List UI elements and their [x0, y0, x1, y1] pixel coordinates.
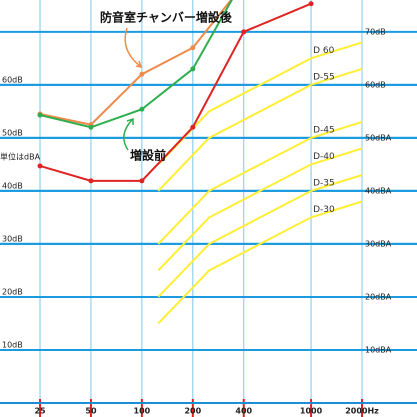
- y2-tick-label: 40dBA: [365, 186, 392, 195]
- data-point: [241, 29, 247, 35]
- data-point: [88, 124, 94, 130]
- d-curve-label: D-40: [313, 152, 335, 162]
- d-curve: [157, 121, 363, 245]
- x-tick-label: 100: [134, 407, 151, 416]
- x-tick-label: 400: [235, 407, 252, 416]
- y-tick-label: 10dB: [2, 340, 23, 349]
- y-tick-label: 30dB: [2, 234, 23, 243]
- data-point: [139, 178, 145, 184]
- labels: 25 50 100 200 400 1000 2000Hz 10dB 20dB 30dB 40dB 5…: [2, 27, 392, 415]
- annotation: 増設前: [130, 148, 166, 163]
- d-curve-label: D-30: [313, 205, 335, 215]
- data-point: [308, 1, 314, 7]
- data-point: [88, 178, 94, 184]
- y-tick-label: 60dB: [2, 75, 23, 84]
- arrow-head: [135, 60, 143, 68]
- x-tick-label: 25: [34, 407, 46, 416]
- y2-tick-label: 50dBA: [365, 133, 392, 142]
- arrow: [124, 27, 141, 67]
- arrow-head: [126, 117, 134, 125]
- y-tick-label: 50dB: [2, 128, 23, 137]
- data-point: [190, 66, 196, 72]
- data-point: [139, 71, 145, 77]
- d-curve: [157, 200, 363, 325]
- unit-label: 単位はdBA: [0, 152, 41, 162]
- d-curve-label: D-45: [313, 125, 335, 135]
- data-point: [37, 163, 43, 169]
- y-tick-label: 20dB: [2, 287, 23, 296]
- d-curve: [157, 67, 363, 192]
- x-tick-label: 50: [85, 407, 97, 416]
- arrow: [123, 119, 133, 151]
- d-curve-label: D-35: [313, 178, 335, 188]
- data-point: [139, 106, 145, 112]
- x-tick-label: 1000: [300, 407, 323, 416]
- data-point: [190, 124, 196, 130]
- d-curve-label: D 60: [313, 46, 335, 56]
- series: [37, 0, 314, 184]
- y2-tick-label: 10dBA: [365, 345, 392, 354]
- d-curves: [157, 41, 363, 325]
- y-tick-label: 40dB: [2, 181, 23, 190]
- annotation: 防音室チャンバー増設後: [100, 10, 233, 25]
- d-curve: [157, 147, 363, 272]
- d-curve-label: D-55: [313, 72, 335, 82]
- x-tick-label: 2000Hz: [345, 407, 379, 416]
- y2-tick-label: 30dBA: [365, 239, 392, 248]
- data-point: [190, 45, 196, 51]
- y2-tick-label: 70dB: [365, 27, 386, 36]
- series-line: [39, 2, 312, 182]
- data-point: [37, 112, 43, 118]
- y2-tick-label: 20dBA: [365, 292, 392, 301]
- d-curve: [157, 41, 363, 166]
- d-curve: [157, 174, 363, 298]
- x-tick-label: 200: [184, 407, 201, 416]
- y2-tick-label: 60dB: [365, 80, 386, 89]
